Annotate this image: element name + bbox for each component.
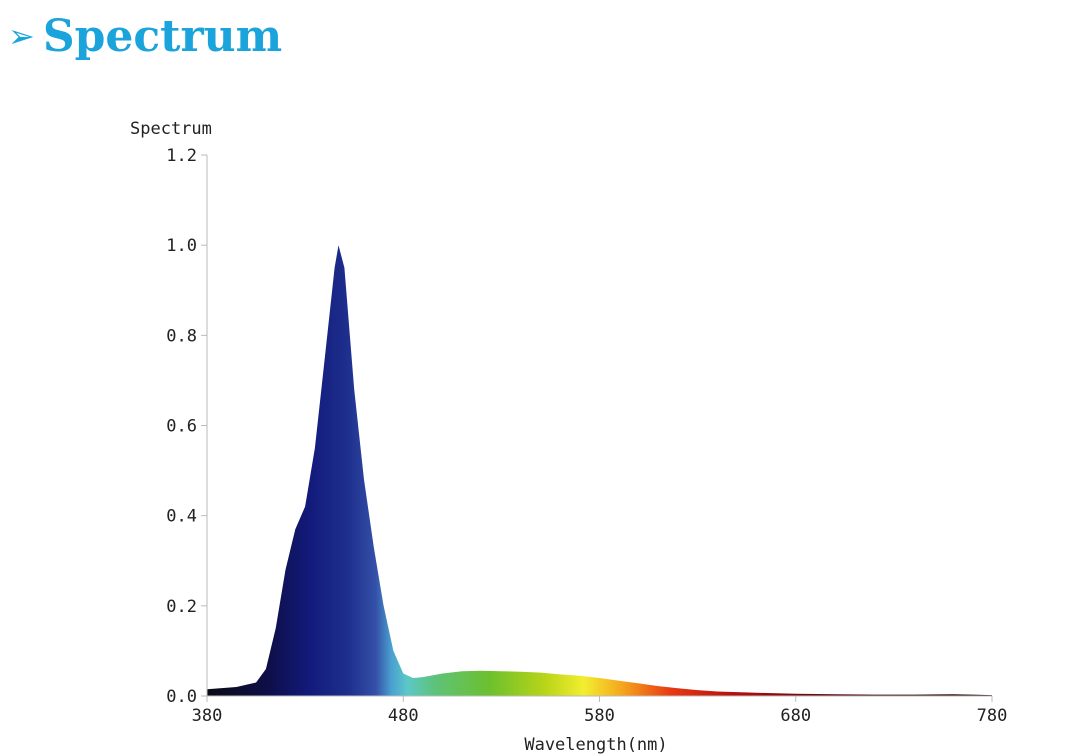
slide-heading: ➢ Spectrum: [8, 4, 282, 68]
x-tick-label: 680: [780, 706, 811, 726]
y-tick-label: 1.0: [166, 236, 197, 256]
spectrum-area: [207, 245, 992, 696]
x-axis-title: Wavelength(nm): [524, 735, 667, 755]
x-tick-label: 580: [584, 706, 615, 726]
x-tick-label: 780: [977, 706, 1008, 726]
y-axis-title: Spectrum: [130, 119, 212, 139]
x-tick-label: 380: [192, 706, 223, 726]
y-tick-label: 0.6: [166, 417, 197, 437]
x-tick-label: 480: [388, 706, 419, 726]
y-tick-label: 0.4: [166, 507, 197, 527]
y-tick-label: 0.0: [166, 687, 197, 707]
y-tick-label: 0.2: [166, 597, 197, 617]
y-tick-label: 0.8: [166, 326, 197, 346]
slide-title: Spectrum: [42, 10, 283, 62]
arrow-bullet-icon: ➢: [8, 17, 35, 55]
y-tick-label: 1.2: [166, 146, 197, 166]
